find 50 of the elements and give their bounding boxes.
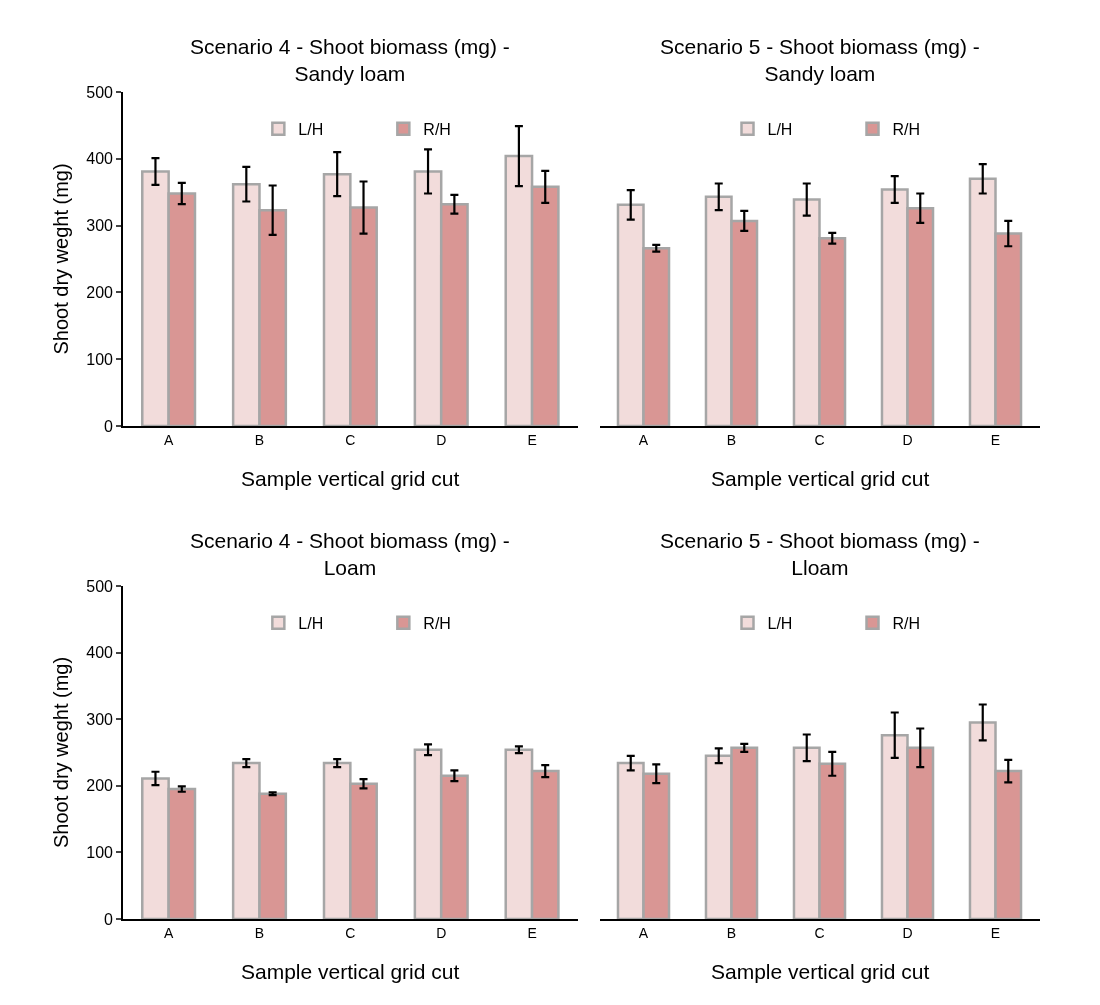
- x-tick-label: B: [726, 924, 737, 941]
- x-axis-title: Sample vertical grid cut: [711, 960, 930, 983]
- x-tick-label: E: [990, 431, 1001, 448]
- x-axis-title: Sample vertical grid cut: [241, 960, 460, 983]
- legend-label: L/H: [298, 614, 324, 632]
- x-tick-label: C: [345, 924, 356, 941]
- legend-label: L/H: [767, 120, 793, 138]
- x-axis-title: Sample vertical grid cut: [711, 467, 930, 490]
- x-tick-label: B: [254, 431, 265, 448]
- legend-label: L/H: [298, 120, 324, 138]
- y-tick-label: 400: [86, 644, 114, 662]
- x-tick-label: D: [902, 431, 913, 448]
- chart-title: Scenario 4 - Shoot biomass (mg) - Loam: [190, 529, 510, 580]
- x-axis-title: Sample vertical grid cut: [241, 467, 460, 490]
- y-tick-label: 300: [86, 217, 114, 235]
- y-tick-label: 100: [86, 843, 114, 861]
- y-tick-label: 400: [86, 150, 114, 168]
- x-tick-label: A: [163, 924, 174, 941]
- x-tick-label: A: [638, 431, 649, 448]
- x-tick-label: D: [902, 924, 913, 941]
- y-axis-title: Shoot dry weght (mg): [50, 163, 73, 355]
- x-tick-label: B: [726, 431, 737, 448]
- x-tick-label: E: [527, 924, 537, 941]
- y-tick-label: 300: [86, 710, 114, 728]
- x-tick-label: E: [990, 924, 1001, 941]
- x-tick-label: A: [163, 431, 174, 448]
- x-tick-label: D: [436, 431, 447, 448]
- legend-label: R/H: [892, 614, 921, 632]
- chart-title: Scenario 5 - Shoot biomass (mg) - Sandy loam: [660, 35, 980, 86]
- legend-label: R/H: [423, 614, 451, 632]
- x-tick-label: D: [436, 924, 447, 941]
- chart-title: Scenario 4 - Shoot biomass (mg) - Sandy loam: [190, 35, 510, 86]
- x-tick-label: E: [527, 431, 537, 448]
- y-tick-label: 100: [86, 350, 114, 368]
- legend-label: L/H: [767, 614, 793, 632]
- x-tick-label: B: [254, 924, 265, 941]
- y-tick-label: 0: [104, 417, 114, 435]
- y-tick-label: 0: [104, 910, 114, 928]
- y-axis-title: Shoot dry weght (mg): [50, 656, 73, 849]
- y-tick-label: 200: [86, 777, 114, 795]
- chart-title: Scenario 5 - Shoot biomass (mg) - Lloam: [660, 529, 980, 580]
- y-tick-label: 500: [86, 577, 114, 595]
- y-tick-label: 500: [86, 83, 114, 101]
- legend-label: R/H: [423, 120, 451, 138]
- legend-label: R/H: [892, 120, 921, 138]
- x-tick-label: C: [345, 431, 356, 448]
- y-tick-label: 200: [86, 283, 114, 301]
- x-tick-label: C: [814, 924, 825, 941]
- x-tick-label: C: [814, 431, 825, 448]
- x-tick-label: A: [638, 924, 649, 941]
